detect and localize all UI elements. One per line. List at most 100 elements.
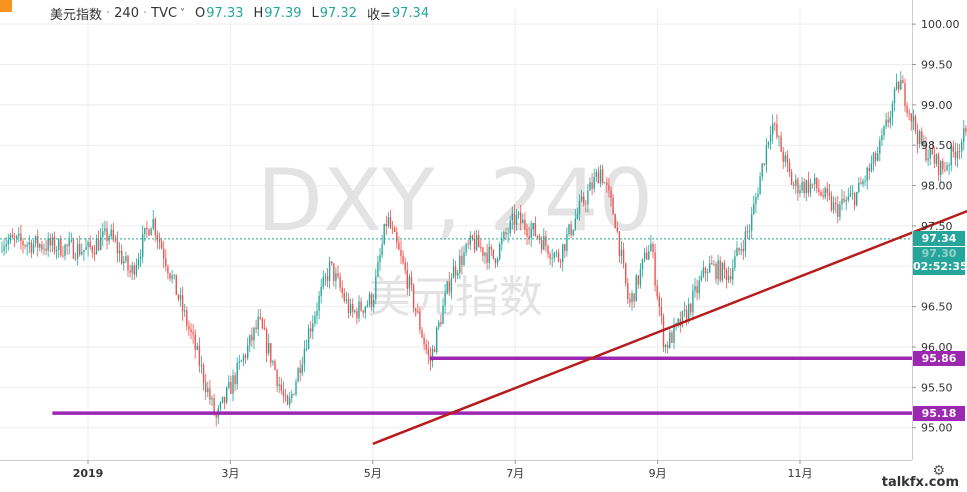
- candle-body: [734, 256, 736, 268]
- drawings[interactable]: [0, 137, 967, 446]
- candle-body: [599, 169, 602, 184]
- candle-body: [828, 192, 831, 197]
- candle-body: [683, 309, 686, 312]
- price-tick-label: 95.50: [921, 381, 953, 394]
- candle-body: [931, 147, 933, 155]
- candle-body: [635, 275, 637, 302]
- time-tick-label: 11月: [788, 467, 813, 480]
- candle-body: [509, 220, 511, 234]
- candle-body: [820, 191, 822, 196]
- candle-body: [772, 123, 774, 135]
- candle-body: [171, 275, 173, 279]
- candle-body: [776, 123, 778, 138]
- price-axis[interactable]: 100.0099.5099.0098.5098.0097.5097.0096.5…: [912, 0, 960, 460]
- candle-body: [877, 153, 879, 161]
- candle-body: [333, 263, 335, 281]
- candle-body: [715, 264, 717, 280]
- candle-body: [79, 244, 81, 255]
- candle-body: [297, 368, 299, 382]
- candle-body: [53, 237, 56, 252]
- candle-body: [406, 270, 408, 289]
- countdown-tag: 97.30 02:52:35: [913, 246, 967, 275]
- candle-body: [127, 256, 129, 271]
- candle-body: [381, 244, 383, 256]
- candle-body: [696, 286, 698, 294]
- candle-body: [95, 239, 98, 255]
- candle-body: [125, 256, 127, 262]
- candle-body: [790, 172, 793, 185]
- candle-body: [112, 229, 114, 239]
- candle-body: [452, 266, 455, 279]
- candle-body: [194, 334, 196, 350]
- candle-body: [633, 293, 635, 302]
- candle-body: [759, 176, 761, 195]
- candle-body: [568, 224, 570, 235]
- candle-body: [404, 262, 406, 271]
- candle-body: [263, 328, 266, 330]
- candle-body: [912, 116, 915, 122]
- time-tick-label: 7月: [506, 467, 524, 480]
- support-tag-2: 95.18: [913, 405, 965, 421]
- candle-body: [553, 252, 555, 259]
- candle-body: [72, 240, 75, 259]
- candle-body: [555, 252, 558, 254]
- candle-body: [507, 233, 509, 235]
- settings-icon[interactable]: ⚙: [932, 463, 945, 479]
- candle-body: [480, 247, 482, 249]
- candle-body: [511, 213, 513, 221]
- candle-body: [641, 259, 644, 270]
- price-tick-label: 98.00: [921, 180, 953, 193]
- interval[interactable]: 240: [114, 5, 139, 21]
- candle-body: [345, 299, 348, 301]
- candle-body: [410, 276, 413, 286]
- candle-body: [475, 235, 478, 250]
- candle-body: [41, 244, 43, 250]
- candle-body: [923, 142, 925, 145]
- candle-body: [471, 235, 474, 239]
- candle-body: [419, 312, 421, 330]
- candle-body: [942, 161, 944, 170]
- symbol-name[interactable]: 美元指数: [50, 7, 103, 23]
- candle-body: [349, 303, 352, 314]
- candle-body: [339, 276, 341, 288]
- candle-body: [543, 236, 545, 250]
- candle-body: [916, 130, 919, 144]
- candle-body: [234, 375, 236, 385]
- candle-body: [604, 182, 606, 184]
- candle-body: [364, 306, 366, 313]
- candle-body: [709, 263, 711, 273]
- candle-body: [874, 153, 877, 161]
- close-label: 收=: [366, 7, 391, 23]
- candle-body: [354, 310, 356, 312]
- candle-body: [660, 306, 663, 317]
- candle-body: [368, 294, 371, 305]
- candle-body: [463, 252, 465, 265]
- candle-body: [646, 252, 648, 260]
- candle-body: [961, 141, 963, 152]
- open-label: O: [195, 5, 206, 21]
- candle-body: [904, 83, 906, 107]
- candle-body: [499, 244, 501, 259]
- candle-body: [305, 349, 308, 350]
- candle-body: [175, 274, 177, 295]
- candle-body: [925, 142, 927, 161]
- candle-body: [824, 188, 826, 197]
- time-axis[interactable]: 2019 3月 5月 7月 9月 11月: [0, 460, 912, 480]
- candle-body: [352, 303, 354, 312]
- candle-body: [799, 190, 801, 194]
- candle-body: [358, 301, 360, 319]
- candle-body: [658, 296, 660, 307]
- candle-body: [379, 255, 381, 263]
- candle-body: [66, 244, 68, 246]
- high-value: 97.39: [264, 5, 302, 21]
- chevron-down-icon[interactable]: ˅: [180, 7, 186, 19]
- candle-body: [591, 182, 593, 189]
- candle-body: [415, 308, 417, 312]
- candle-body: [494, 258, 497, 264]
- candle-body: [622, 249, 625, 264]
- candle-body: [965, 128, 967, 132]
- candle-body: [887, 119, 889, 123]
- candle-body: [150, 228, 152, 236]
- candle-body: [425, 344, 427, 350]
